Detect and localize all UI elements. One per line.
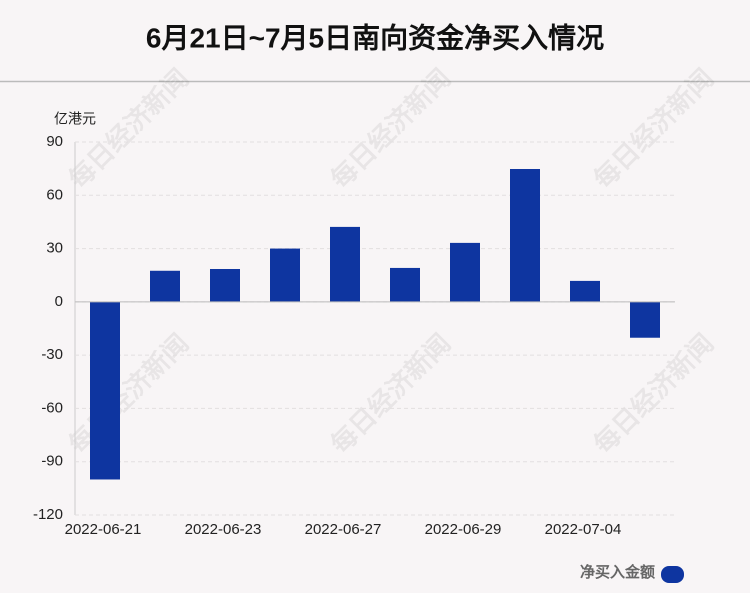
legend-swatch — [661, 566, 684, 583]
bar — [390, 267, 420, 302]
bar — [330, 226, 360, 302]
bar — [210, 268, 240, 302]
y-tick-label: -30 — [41, 346, 63, 363]
y-tick-label: -60 — [41, 399, 63, 416]
y-tick-label: -90 — [41, 453, 63, 470]
x-tick-label: 2022-06-21 — [65, 521, 142, 538]
bar — [90, 301, 120, 480]
y-tick-label: 90 — [46, 133, 63, 150]
bar — [450, 242, 480, 302]
x-tick-label: 2022-06-27 — [305, 521, 382, 538]
legend-label: 净买入金额 — [580, 563, 655, 581]
bar — [510, 168, 540, 302]
bar — [630, 301, 660, 338]
y-tick-label: 60 — [46, 186, 63, 203]
y-tick-label: 30 — [46, 240, 63, 257]
y-tick-label: -120 — [33, 506, 63, 523]
bar — [270, 248, 300, 302]
chart-title: 6月21日~7月5日南向资金净买入情况 — [146, 21, 604, 53]
y-tick-label: 0 — [55, 293, 63, 310]
y-axis-label: 亿港元 — [54, 111, 96, 127]
bar — [150, 270, 180, 302]
x-tick-label: 2022-07-04 — [545, 521, 622, 538]
x-tick-label: 2022-06-29 — [425, 521, 502, 538]
x-tick-label: 2022-06-23 — [185, 521, 262, 538]
bar — [570, 280, 600, 302]
